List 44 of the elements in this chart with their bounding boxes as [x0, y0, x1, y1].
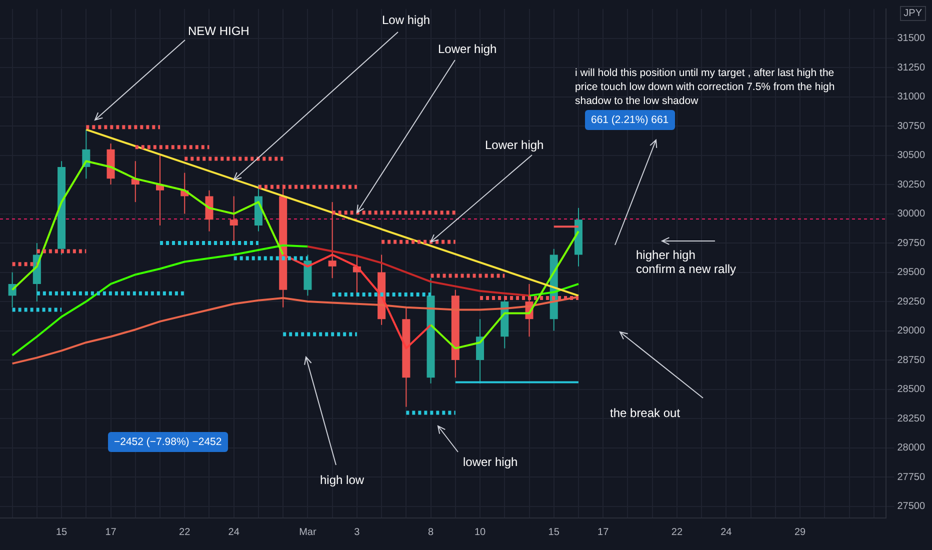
- y-tick-label: 30000: [897, 208, 926, 220]
- annotation: Lower high: [485, 138, 544, 152]
- x-tick-label: 15: [548, 526, 560, 538]
- annotation: i will hold this position until my target , after last high the price touch low down with correction 7.5% from the high shadow to the low shadow: [575, 66, 836, 108]
- y-tick-label: 30250: [897, 179, 926, 190]
- x-tick-label: 3: [354, 526, 360, 538]
- x-tick-label: 24: [720, 526, 732, 538]
- x-tick-label: 15: [56, 526, 68, 538]
- y-tick-label: 31250: [897, 62, 926, 74]
- annotation: 661 (2.21%) 661: [585, 110, 675, 130]
- x-tick-label: Mar: [299, 526, 317, 538]
- y-tick-label: 30500: [897, 150, 926, 162]
- y-tick-label: 28000: [897, 442, 926, 454]
- y-tick-label: 28250: [897, 413, 926, 424]
- annotation: Lower high: [438, 42, 497, 56]
- annotation: −2452 (−7.98%) −2452: [108, 432, 228, 452]
- y-tick-label: 27500: [897, 501, 926, 512]
- y-tick-label: 27750: [897, 472, 926, 483]
- x-tick-label: 17: [598, 526, 610, 538]
- y-tick-label: 29000: [897, 326, 926, 337]
- x-tick-label: 8: [428, 526, 434, 538]
- annotation: NEW HIGH: [188, 24, 250, 38]
- y-tick-label: 28500: [897, 384, 926, 396]
- y-tick-label: 29750: [897, 238, 926, 249]
- x-tick-label: 24: [228, 526, 240, 538]
- annotation: higher high confirm a new rally: [636, 248, 736, 276]
- annotation: the break out: [610, 406, 680, 420]
- candlestick: [230, 196, 238, 244]
- annotation: lower high: [463, 455, 518, 469]
- y-axis-title: JPY: [900, 6, 926, 21]
- annotation: Low high: [382, 13, 430, 27]
- x-tick-label: 22: [671, 526, 683, 538]
- x-tick-label: 29: [794, 526, 806, 538]
- annotation: high low: [320, 473, 364, 487]
- y-tick-label: 29250: [897, 296, 926, 308]
- y-tick-label: 30750: [897, 120, 926, 132]
- x-tick-label: 10: [474, 526, 486, 538]
- y-tick-label: 31000: [897, 92, 926, 103]
- y-tick-label: 29500: [897, 267, 926, 278]
- x-tick-label: 17: [105, 526, 117, 538]
- y-tick-label: 31500: [897, 33, 926, 44]
- y-tick-label: 28750: [897, 354, 926, 366]
- candlestick: [205, 190, 214, 232]
- x-tick-label: 22: [179, 526, 191, 538]
